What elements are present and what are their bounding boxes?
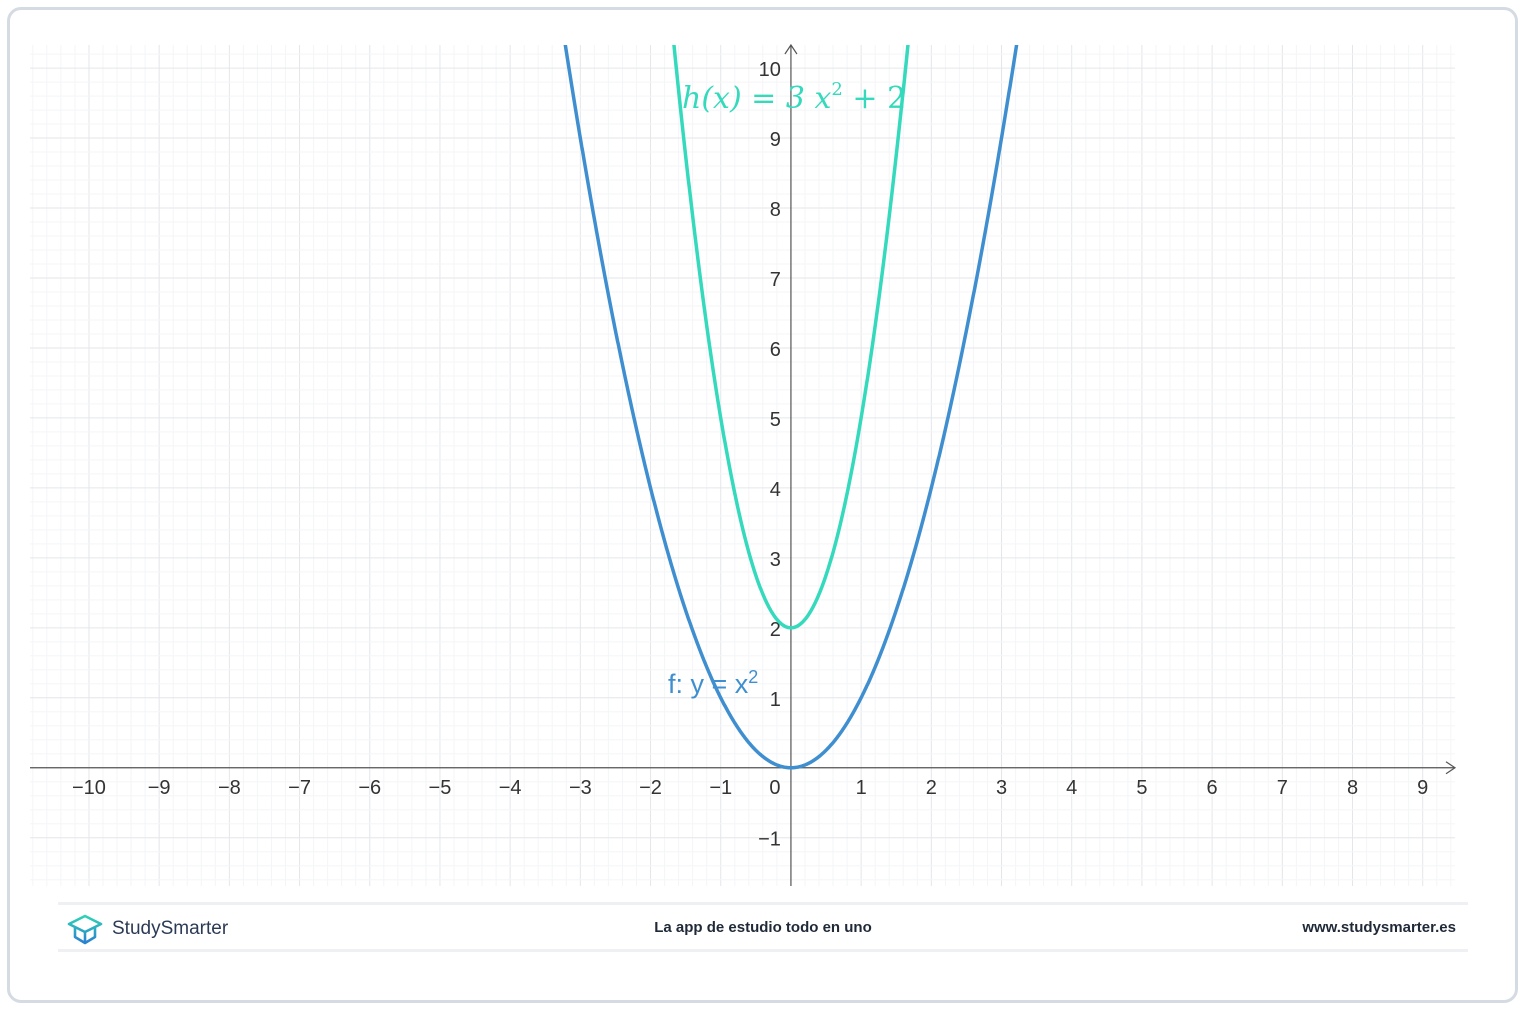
series-line-f [563, 45, 1019, 770]
x-tick-label: −8 [218, 777, 241, 799]
x-tick-label: 9 [1417, 777, 1428, 799]
x-tick-label: 6 [1207, 777, 1218, 799]
tagline: La app de estudio todo en uno [654, 919, 872, 936]
x-tick-label: 8 [1347, 777, 1358, 799]
series-label-h: h(x) = 3 x2 + 2 [682, 79, 906, 116]
y-tick-label: 9 [770, 129, 781, 151]
y-tick-label: 7 [770, 269, 781, 291]
chart: −10 −9 −8 −7 −6 −5 −4 −3 −2 −1 0 1 2 3 4 5 6 7 8 9−11234567… [30, 43, 1457, 886]
label-superscript: 2 [831, 79, 842, 100]
y-tick-label: 6 [770, 339, 781, 361]
label-part: h(x) = 3 x [682, 81, 831, 116]
y-tick-label: 8 [770, 199, 781, 221]
y-tick-label: 2 [770, 619, 781, 641]
y-axis-arrow-icon [784, 43, 798, 55]
label-part: + 2 [843, 81, 906, 116]
x-tick-label: 2 [926, 777, 937, 799]
x-tick-label: 3 [996, 777, 1007, 799]
label-part: f: y = x [668, 669, 749, 699]
x-tick-label: −7 [288, 777, 311, 799]
x-tick-label: 4 [1066, 777, 1077, 799]
x-tick-label: −10 [72, 777, 106, 799]
x-tick-label: −9 [148, 777, 171, 799]
y-tick-label: −1 [758, 829, 781, 851]
x-tick-label: −1 [709, 777, 732, 799]
x-axis-arrow-icon [1445, 761, 1457, 775]
website-link[interactable]: www.studysmarter.es [1302, 919, 1456, 936]
y-tick-label: 1 [770, 689, 781, 711]
x-tick-label: 0 [769, 777, 780, 799]
y-tick-label: 3 [770, 549, 781, 571]
x-tick-label: −4 [499, 777, 522, 799]
series-label-f: f: y = x2 [668, 667, 758, 699]
x-tick-label: 7 [1277, 777, 1288, 799]
y-tick-label: 10 [759, 59, 781, 81]
footer: StudySmarter La app de estudio todo en u… [58, 902, 1468, 952]
x-tick-label: 5 [1136, 777, 1147, 799]
x-tick-label: −5 [429, 777, 452, 799]
x-tick-label: 1 [856, 777, 867, 799]
x-tick-label: −6 [358, 777, 381, 799]
x-tick-label: −2 [639, 777, 662, 799]
card-frame [7, 7, 1518, 1003]
brand-name: StudySmarter [112, 918, 229, 939]
label-superscript: 2 [748, 667, 758, 687]
studysmarter-logo-icon [67, 914, 103, 945]
x-tick-label: −3 [569, 777, 592, 799]
y-tick-label: 4 [770, 479, 781, 501]
logo: StudySmarter [66, 913, 228, 945]
y-tick-label: 5 [770, 409, 781, 431]
series-line-h [672, 45, 910, 630]
